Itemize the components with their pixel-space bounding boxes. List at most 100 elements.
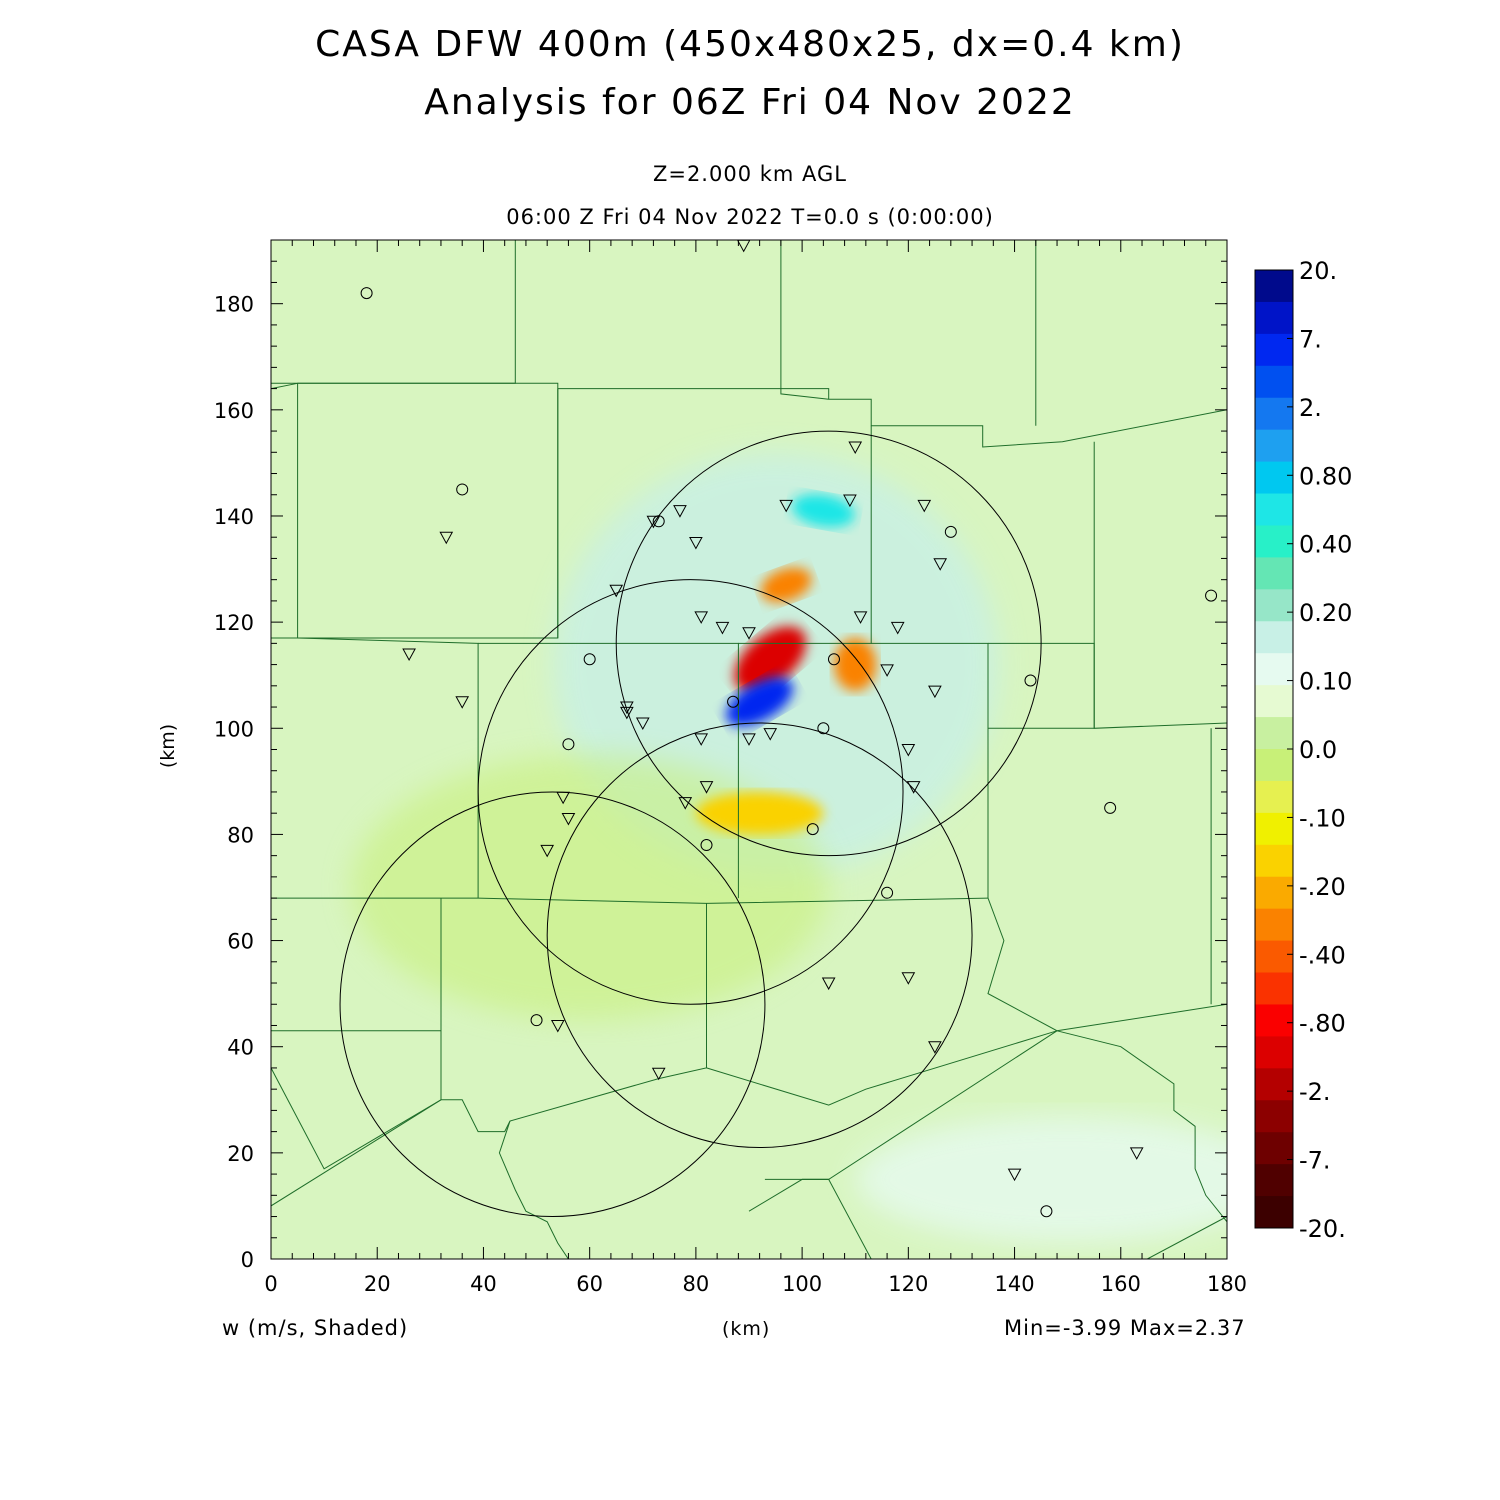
station-triangle-38 [1007,1168,1022,1182]
colorbar-swatch [1255,876,1293,910]
station-triangle-13 [853,611,868,624]
station-triangle-7 [689,537,703,550]
y-tick-label: 140 [214,505,254,529]
w-feature-5 [791,494,855,528]
colorbar-label: -2. [1299,1078,1331,1106]
station-triangle-19 [620,706,634,720]
station-triangle-20 [635,717,650,731]
colorbar-label: -20. [1299,1215,1346,1243]
colorbar-label: -.80 [1299,1010,1346,1038]
county-line-20 [1056,1003,1227,1032]
station-triangle-11 [715,621,730,635]
variable-label: w (m/s, Shaded) [222,1316,409,1340]
station-circle-9 [817,722,830,735]
station-triangle-5 [673,505,687,518]
station-triangle-22 [763,728,778,741]
w-broad-updraft [855,1115,1227,1244]
colorbar-swatch [1255,1036,1293,1069]
county-line-12 [1093,441,1227,729]
station-circle-6 [827,653,840,666]
y-tick-label: 60 [227,930,254,954]
station-triangle-37 [928,1041,942,1054]
county-line-18 [498,1120,569,1259]
y-tick-label: 120 [214,611,254,635]
station-triangle-27 [906,781,921,794]
station-triangle-3 [843,494,857,508]
station-triangle-8 [933,558,948,571]
station-triangle-2 [779,499,794,513]
colorbar-swatch [1255,1164,1293,1197]
colorbar-swatch [1255,493,1293,526]
station-triangle-36 [651,1067,666,1081]
station-triangle-29 [556,791,570,805]
station-circle-3 [944,525,957,538]
x-axis-unit: (km) [722,1318,771,1340]
x-tick-label: 120 [888,1272,928,1296]
colorbar-swatch [1255,1004,1293,1037]
county-boundaries [271,240,1227,1259]
county-line-27 [1147,1216,1227,1259]
station-triangle-17 [455,696,470,709]
station-circle-0 [360,287,373,300]
time-label: 06:00 Z Fri 04 Nov 2022 T=0.0 s (0:00:00… [506,205,994,229]
colorbar-swatch [1255,940,1293,974]
station-triangle-23 [742,733,756,746]
colorbar-swatch [1255,685,1293,718]
x-tick-label: 60 [576,1272,603,1296]
colorbar-swatch [1255,908,1293,942]
station-triangle-28 [678,797,693,810]
level-label: Z=2.000 km AGL [652,162,848,186]
station-circle-15 [530,1014,543,1027]
station-triangle-12 [742,627,756,640]
w-feature-0 [734,626,807,693]
colorbar-label: 0.20 [1299,599,1352,627]
station-triangle-25 [901,744,916,757]
colorbar-label: 0.40 [1299,531,1352,559]
station-triangle-33 [821,977,836,991]
colorbar-label: 20. [1299,257,1337,285]
colorbar-label: 0.80 [1299,462,1352,490]
y-tick-label: 160 [214,399,254,423]
station-circle-8 [727,695,740,708]
county-line-16 [271,1067,442,1170]
station-triangle-26 [699,781,714,794]
station-circle-7 [1024,674,1037,687]
station-triangle-21 [928,685,942,699]
county-line-1 [271,382,299,639]
w-feature-1 [726,677,794,727]
colorbar-swatch [1255,1100,1293,1133]
colorbar-swatch [1255,1196,1293,1229]
colorbar-swatch [1255,844,1293,878]
station-triangle-39 [1129,1147,1144,1160]
colorbar-label: 2. [1299,394,1322,422]
colorbar-swatch [1255,749,1293,782]
station-triangle-24 [694,733,709,746]
station-circle-14 [881,886,894,899]
radar-ring-0 [615,430,1042,857]
station-triangle-6 [646,515,661,529]
station-circle-1 [456,483,469,496]
county-line-14 [271,903,707,1133]
x-tick-label: 80 [683,1272,710,1296]
station-triangle-10 [694,611,709,624]
station-triangle-32 [439,531,454,545]
radar-ring-2 [546,722,973,1149]
colorbar-swatch [1255,653,1293,686]
y-tick-label: 180 [214,293,254,317]
station-triangle-31 [540,844,555,858]
colorbar-label: -.20 [1299,873,1346,901]
colorbar-swatch [1255,333,1293,367]
colorbar-swatch [1255,972,1293,1005]
x-tick-label: 20 [364,1272,391,1296]
station-triangle-34 [901,972,916,985]
county-line-13 [271,897,989,904]
colorbar-swatch [1255,429,1293,463]
county-line-17 [271,1099,442,1207]
w-feature-2 [760,567,812,603]
station-circle-2 [652,515,665,528]
colorbar-swatch [1255,589,1293,622]
colorbar-swatch [1255,557,1293,590]
colorbar-label: -7. [1299,1147,1331,1175]
